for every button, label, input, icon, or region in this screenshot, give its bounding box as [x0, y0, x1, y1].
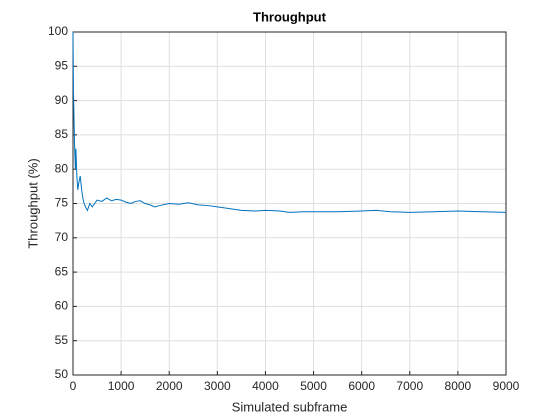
x-tick-label: 8000	[445, 379, 472, 393]
x-tick-label: 0	[70, 379, 77, 393]
y-tick-label: 50	[55, 367, 69, 381]
y-tick-label: 75	[55, 196, 69, 210]
x-tick-label: 7000	[396, 379, 423, 393]
y-tick-label: 55	[55, 333, 69, 347]
x-tick-label: 6000	[348, 379, 375, 393]
x-tick-label: 4000	[252, 379, 279, 393]
x-tick-label: 3000	[204, 379, 231, 393]
y-tick-label: 60	[55, 299, 69, 313]
y-tick-label: 100	[48, 24, 68, 38]
y-tick-label: 70	[55, 230, 69, 244]
data-line	[72, 31, 507, 213]
x-tick-label: 2000	[156, 379, 183, 393]
y-tick-label: 80	[55, 161, 69, 175]
x-tick-label: 1000	[108, 379, 135, 393]
y-tick-label: 65	[55, 264, 69, 278]
chart-title: Throughput	[253, 9, 327, 24]
x-axis-label: Simulated subframe	[232, 399, 348, 414]
y-tick-label: 95	[55, 58, 69, 72]
y-axis-label: Throughput (%)	[25, 158, 40, 248]
x-tick-label: 5000	[300, 379, 327, 393]
x-tick-label: 9000	[493, 379, 520, 393]
y-tick-label: 85	[55, 127, 69, 141]
y-tick-label: 90	[55, 93, 69, 107]
axes-box	[72, 31, 507, 376]
